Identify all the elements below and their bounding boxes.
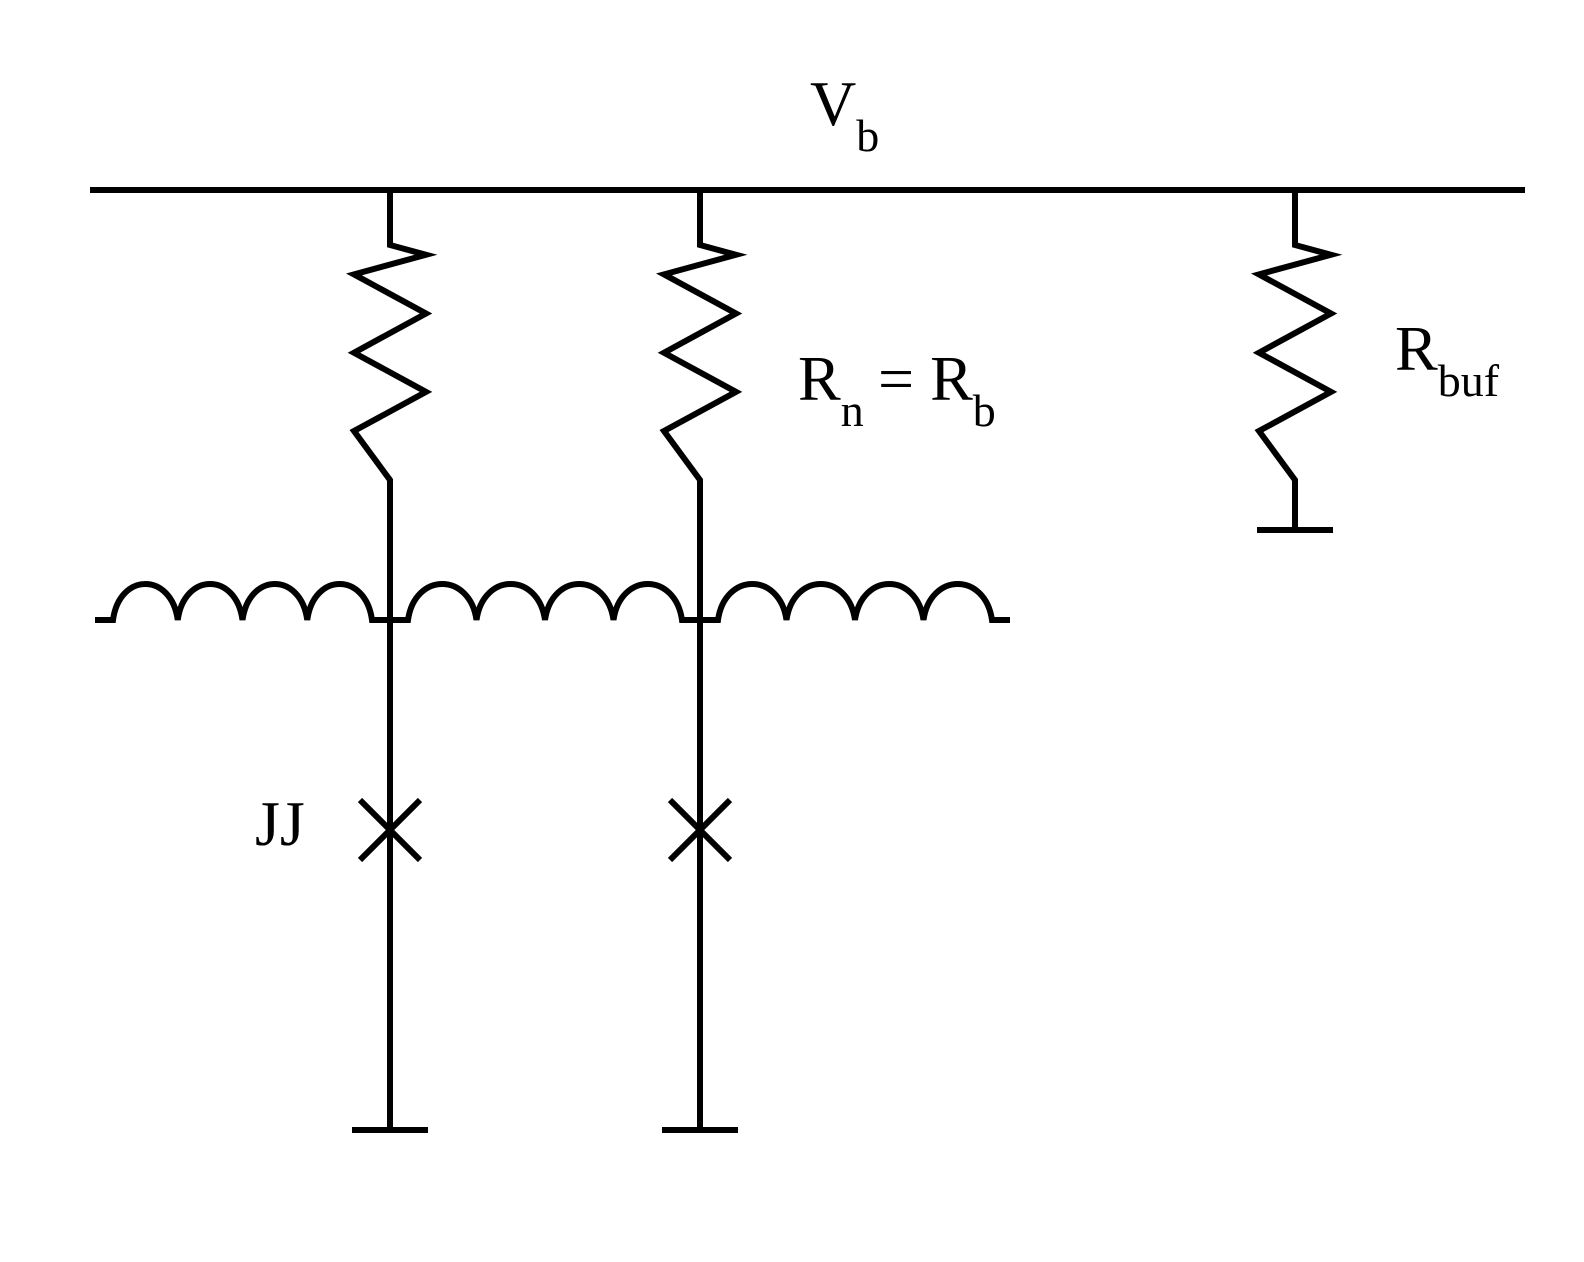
rbuf-resistor [1259,215,1331,510]
coil-right [700,584,1010,620]
r1-resistor [354,215,426,510]
wires-layer [90,190,1525,1130]
coil-left [95,584,390,620]
labels-layer: Vb Rn = Rb Rbuf JJ [255,68,1500,859]
r2-resistor [664,215,736,510]
label-rn: Rn [798,343,864,436]
coil-mid [390,584,700,620]
circuit-diagram: Vb Rn = Rb Rbuf JJ [0,0,1584,1262]
label-eq-rb: = Rb [878,343,996,436]
label-rbuf: Rbuf [1395,313,1500,406]
label-vb: Vb [810,68,879,161]
label-jj: JJ [255,788,305,859]
